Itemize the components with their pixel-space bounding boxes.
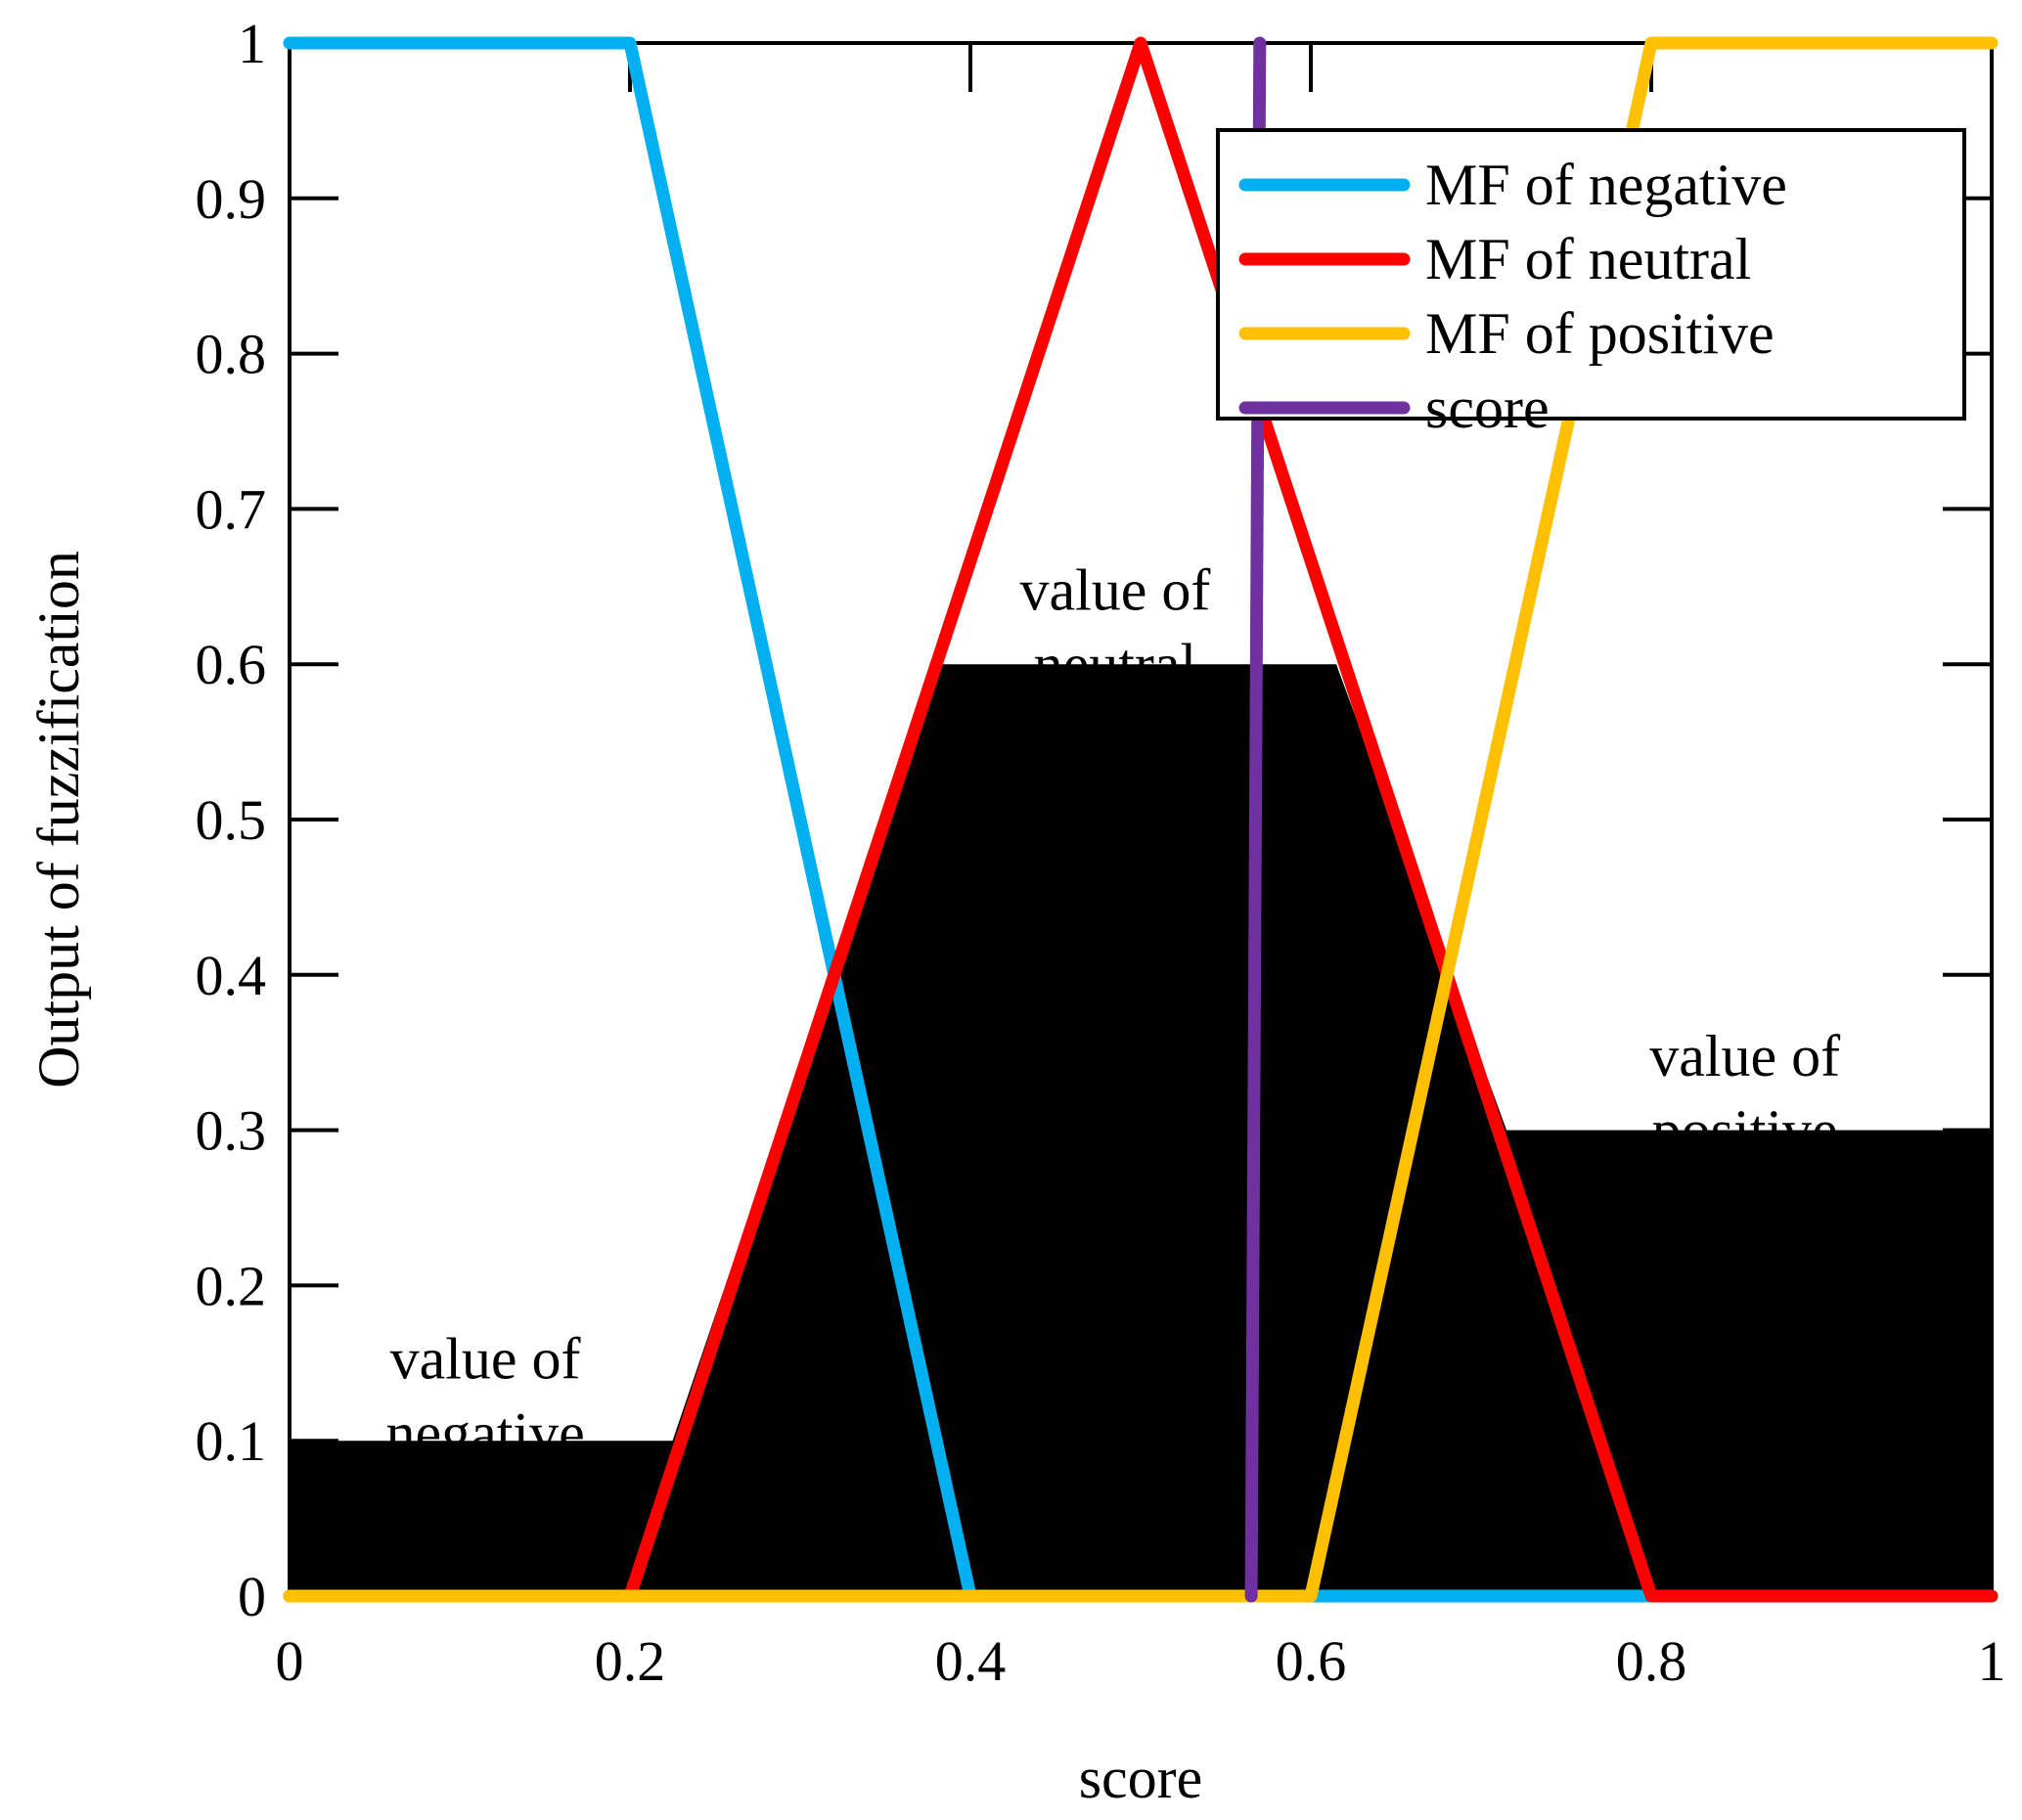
y-tick-label: 0.2 [196,1254,267,1317]
y-tick-label: 0.3 [196,1099,267,1163]
annotation-layer: value of negative value of neutral value of p… [385,558,1840,1466]
annotation-line: value of [1649,1024,1840,1088]
annotation-line: negative [385,1401,584,1466]
y-tick-label: 0.9 [196,167,267,231]
fill-layer [290,664,1992,1596]
annotation-line: value of [1019,558,1210,623]
annotation-line: positive [1652,1098,1838,1163]
legend-box [1216,128,1966,421]
x-tick-label: 0.2 [595,1629,666,1693]
y-tick-label: 0.6 [196,633,267,696]
legend-label: score [1425,376,1550,440]
annotation: value of neutral [1019,558,1210,697]
y-tick-label: 0.8 [196,323,267,386]
series-layer [283,36,1999,1603]
y-tick-label: 0.1 [196,1409,267,1473]
x-tick-label: 0.6 [1276,1629,1347,1693]
x-axis-label: score [1079,1746,1203,1810]
y-tick-label: 0 [238,1565,266,1628]
x-tick-label: 0.8 [1616,1629,1687,1693]
y-tick-label: 1 [238,12,266,75]
series-line-mf-of-negative [283,36,1999,1603]
x-tick-label: 0.4 [935,1629,1007,1693]
x-tick-label: 1 [1978,1629,2006,1693]
annotation-line: value of [390,1327,581,1392]
y-tick-label: 0.4 [196,944,267,1007]
annotation: value of positive [1649,1024,1840,1163]
annotation: value of negative [385,1327,584,1466]
filled-region [290,664,1992,1596]
y-tick-label: 0.7 [196,477,267,541]
y-tick-label: 0.5 [196,788,267,852]
y-axis-label: Output of fuzzification [26,551,91,1088]
legend-label: MF of negative [1425,153,1787,217]
legend: MF of negative MF of neutral MF of positiv… [1216,128,1966,440]
legend-label: MF of positive [1425,301,1775,366]
series-line-mf-of-positive [283,36,1999,1603]
legend-label: MF of neutral [1425,227,1751,291]
annotation-line: neutral [1034,633,1197,697]
x-tick-label: 0 [276,1629,304,1693]
